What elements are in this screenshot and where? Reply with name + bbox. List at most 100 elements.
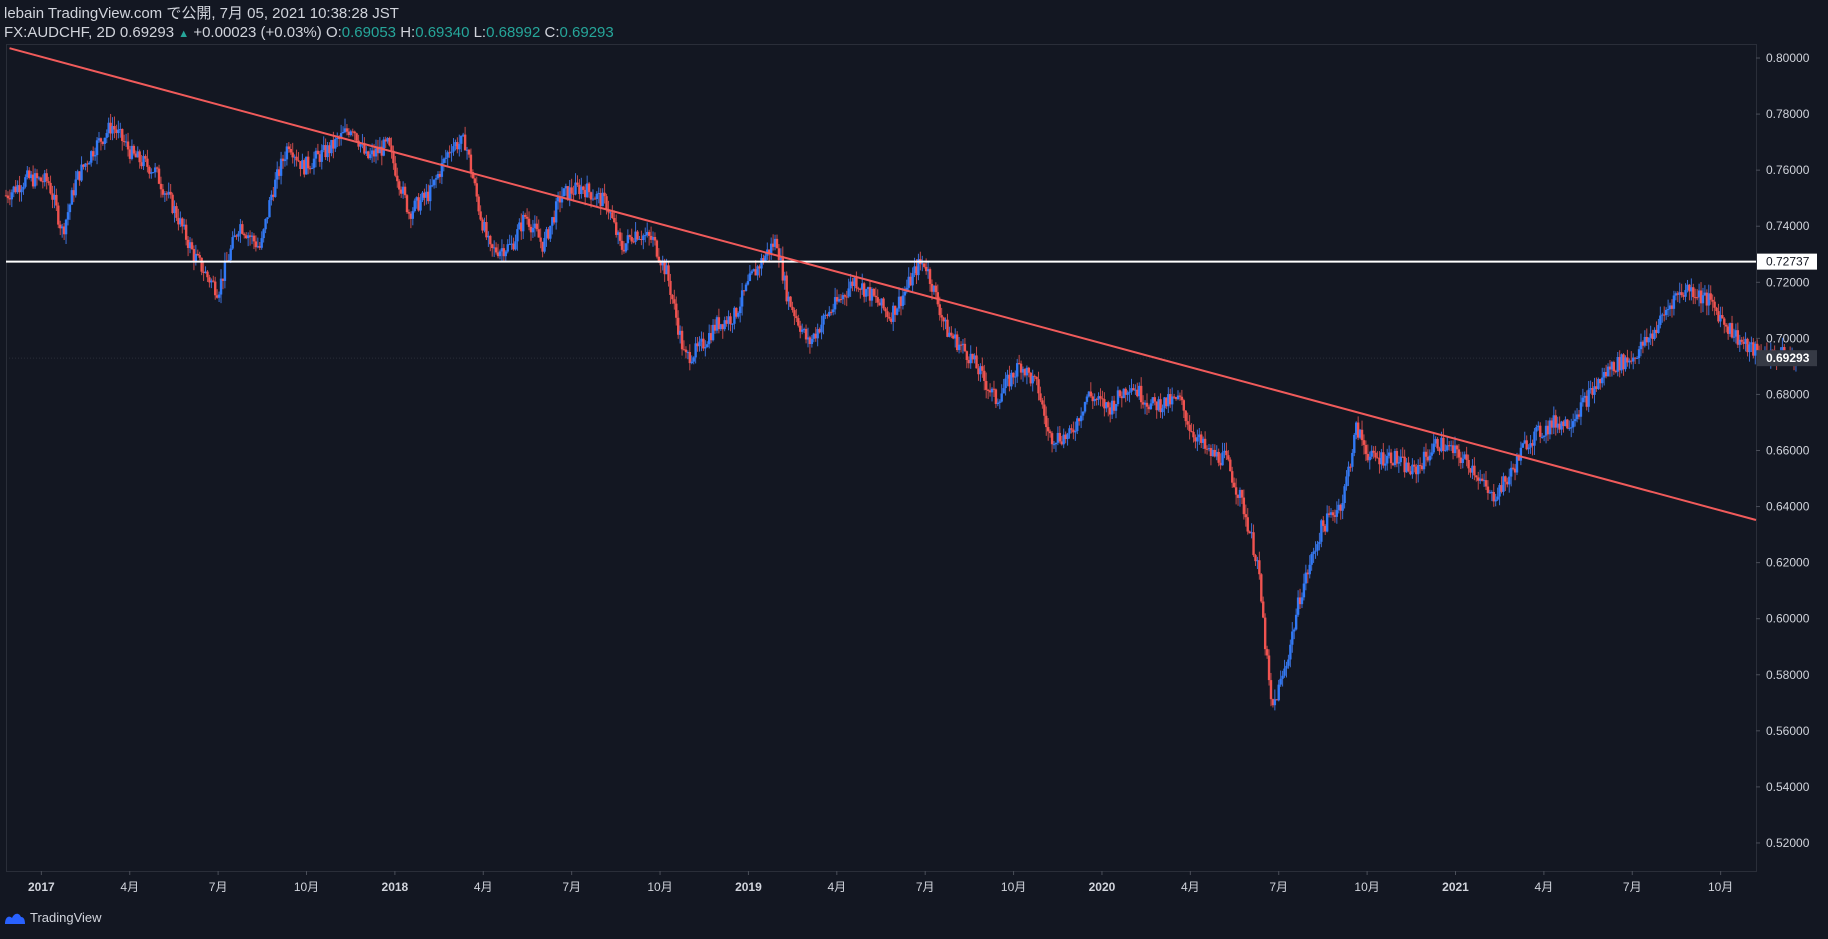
candle xyxy=(771,243,775,247)
candle xyxy=(186,239,190,249)
candle xyxy=(899,296,903,306)
candle xyxy=(1676,293,1679,295)
candle xyxy=(128,149,132,159)
candle xyxy=(1748,344,1751,353)
candle xyxy=(1663,314,1666,316)
candle xyxy=(91,151,95,157)
candle xyxy=(392,150,395,164)
candle xyxy=(1589,388,1592,390)
candle xyxy=(206,271,209,278)
candle xyxy=(704,347,707,349)
candle xyxy=(365,151,368,154)
candle xyxy=(1265,649,1269,656)
candle xyxy=(1229,459,1232,472)
candle xyxy=(481,219,484,231)
candle xyxy=(35,173,39,179)
candle xyxy=(1533,431,1536,446)
candle xyxy=(1136,389,1139,397)
candle xyxy=(1256,560,1259,562)
candle xyxy=(812,333,816,339)
candle xyxy=(1599,379,1602,384)
candle xyxy=(1519,447,1523,461)
candle xyxy=(1254,555,1257,562)
candle xyxy=(1506,481,1509,485)
last-price-tag[interactable] xyxy=(1757,350,1817,367)
candle xyxy=(1353,434,1356,453)
level-price-tag[interactable] xyxy=(1757,253,1817,270)
candle xyxy=(29,174,33,179)
candle xyxy=(1234,487,1238,495)
candle xyxy=(194,253,198,262)
candle xyxy=(653,236,657,241)
candle xyxy=(1602,371,1606,378)
candle xyxy=(353,131,356,134)
candle xyxy=(1019,363,1023,373)
candle xyxy=(872,288,876,296)
candle xyxy=(522,214,525,232)
candle xyxy=(760,258,763,269)
tradingview-logo-icon[interactable] xyxy=(4,911,26,925)
candle xyxy=(144,156,147,159)
candle xyxy=(556,196,560,202)
candle xyxy=(1529,443,1532,448)
candles[interactable] xyxy=(4,113,1800,711)
candle xyxy=(1504,476,1507,482)
candle xyxy=(890,318,893,322)
close-label: C: xyxy=(544,24,560,41)
time-label: 7月 xyxy=(916,880,935,894)
candle xyxy=(72,190,76,196)
candle xyxy=(897,296,901,309)
candle xyxy=(124,141,128,143)
candle xyxy=(41,181,45,183)
candle xyxy=(1300,597,1304,605)
candle xyxy=(640,239,643,241)
candle xyxy=(742,290,746,292)
candle xyxy=(1527,447,1530,450)
candle xyxy=(737,313,740,317)
candle xyxy=(285,146,289,160)
candle xyxy=(1550,420,1554,428)
candle xyxy=(1327,513,1331,515)
candle xyxy=(169,191,172,195)
symbol-name[interactable]: FX:AUDCHF, 2D xyxy=(4,24,116,41)
candle xyxy=(508,243,511,245)
candle xyxy=(49,182,52,194)
candle xyxy=(998,401,1001,403)
time-axis[interactable]: 2017 4月 7月 10月 2018 4月 7月 10月 2019 4月 7月 10月 2020 4月 7… xyxy=(28,871,1733,894)
candle xyxy=(628,235,631,237)
candle xyxy=(1306,572,1309,575)
candle xyxy=(1686,284,1689,291)
candle xyxy=(1217,451,1220,463)
candle xyxy=(578,184,581,195)
candle xyxy=(153,167,157,173)
candle xyxy=(886,311,889,318)
price-axis[interactable]: 0.80000 0.78000 0.76000 0.74000 0.72000 0.700… xyxy=(1756,51,1817,850)
candle xyxy=(572,193,575,195)
trendline-segment[interactable] xyxy=(9,47,1757,521)
candle xyxy=(446,152,449,158)
candle xyxy=(1608,366,1612,370)
candle xyxy=(1564,419,1567,427)
trendline[interactable] xyxy=(9,47,1757,521)
candle xyxy=(870,288,874,301)
candle xyxy=(1509,467,1513,477)
tradingview-brand[interactable]: TradingView xyxy=(30,910,102,925)
price-label: 0.60000 xyxy=(1766,612,1810,626)
candle xyxy=(700,338,703,342)
candle xyxy=(1149,403,1153,410)
candle xyxy=(1070,428,1073,430)
price-label: 0.62000 xyxy=(1766,556,1810,570)
candle xyxy=(1494,499,1497,502)
time-label: 10月 xyxy=(647,880,672,894)
candle xyxy=(893,305,897,315)
time-label: 10月 xyxy=(1001,880,1026,894)
time-label: 4月 xyxy=(1181,880,1200,894)
candle xyxy=(789,296,792,307)
candle xyxy=(1186,421,1189,425)
candle xyxy=(256,246,260,248)
candle xyxy=(773,238,777,247)
candle xyxy=(1515,455,1519,473)
candle xyxy=(212,280,215,282)
candle xyxy=(1610,362,1614,370)
